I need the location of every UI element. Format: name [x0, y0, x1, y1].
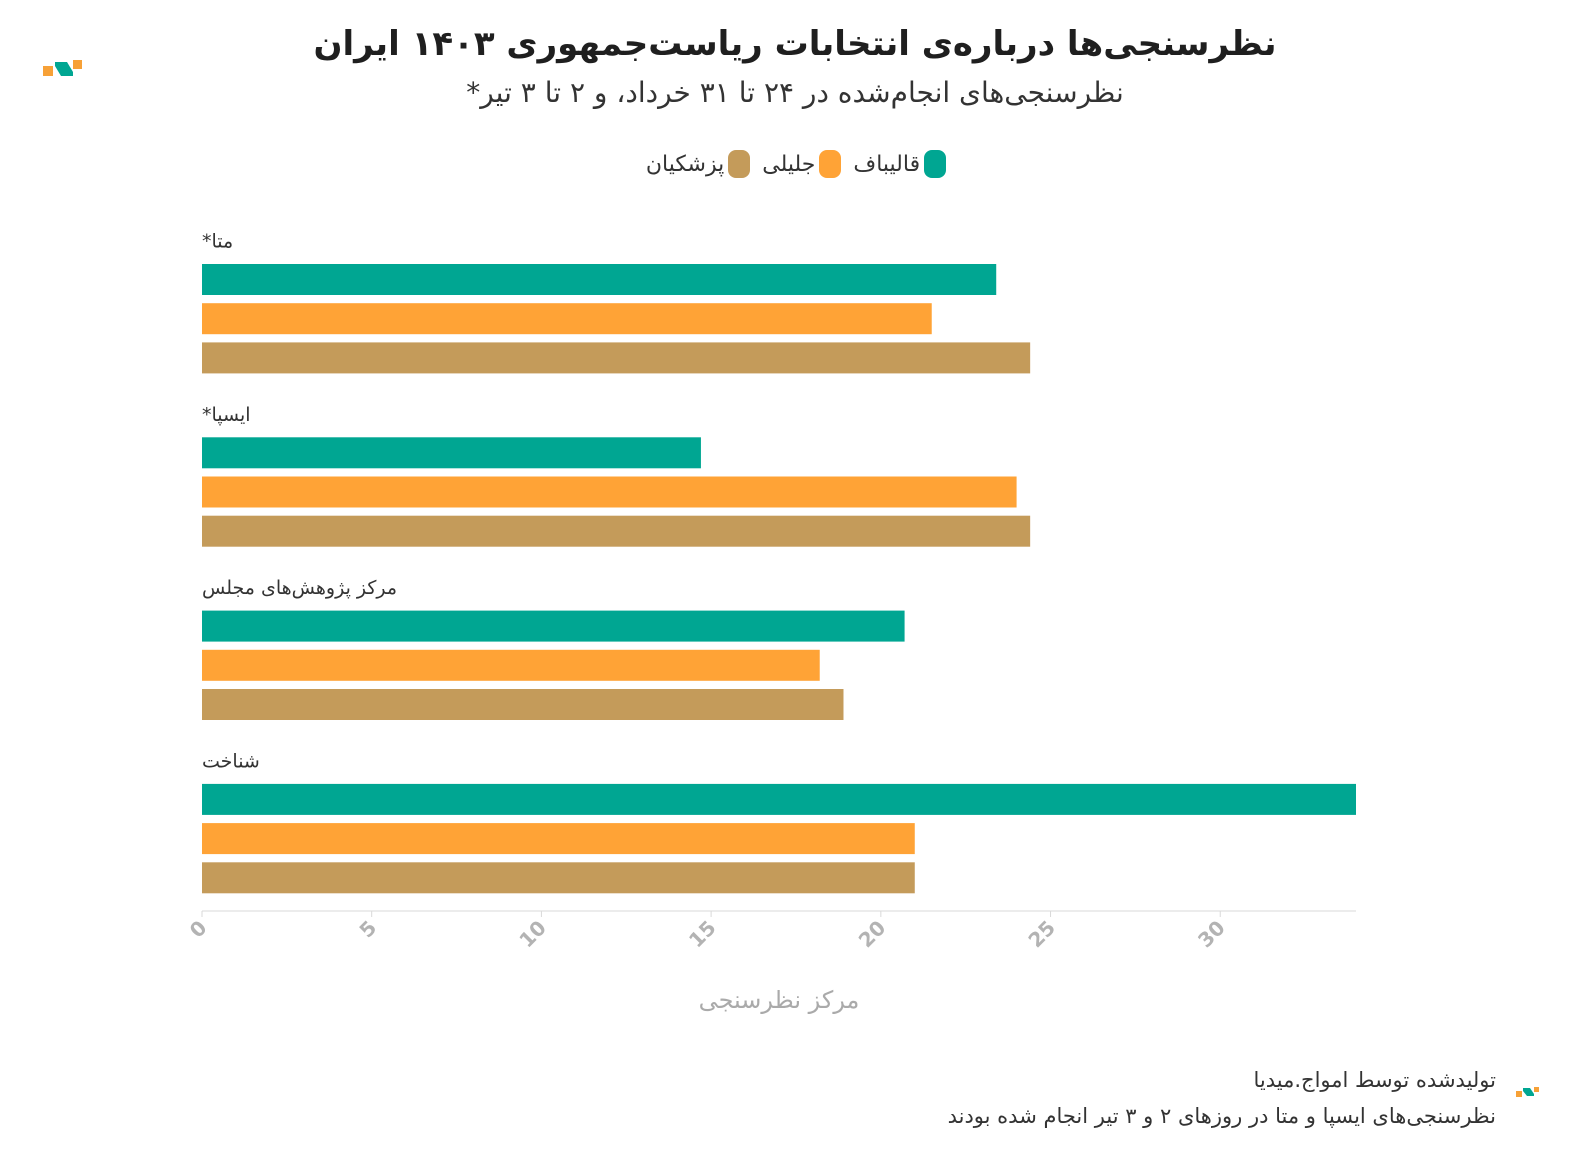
category-label: مرکز پژوهش‌های مجلس [202, 577, 397, 599]
legend-item[interactable]: جلیلی [762, 150, 842, 178]
bar [202, 437, 701, 469]
footer-logo-icon [1516, 1087, 1539, 1097]
category-label: *متا [202, 231, 233, 253]
bar [202, 823, 915, 855]
x-tick-label: 10 [514, 916, 551, 953]
amwaj-logo-icon [43, 60, 82, 76]
chart-title: نظرسنجی‌ها درباره‌ی انتخابات ریاست‌جمهور… [313, 24, 1277, 64]
footer-credit: تولیدشده توسط امواج.میدیا [1253, 1068, 1497, 1092]
x-tick-label: 0 [185, 916, 212, 943]
bar [202, 303, 932, 335]
bar [202, 783, 1356, 815]
legend-swatch [728, 150, 751, 178]
category-label: *ایسپا [202, 404, 251, 426]
x-tick-label: 5 [354, 916, 381, 943]
legend-label: جلیلی [762, 151, 816, 177]
chart-subtitle: نظرسنجی‌های انجام‌شده در ۲۴ تا ۳۱ خرداد،… [466, 76, 1124, 109]
x-tick-label: 30 [1193, 916, 1230, 953]
chart-legend: قالیباف جلیلی پزشکیان [0, 150, 1592, 178]
footer-note: نظرسنجی‌های ایسپا و متا در روزهای ۲ و ۳ … [947, 1104, 1496, 1128]
bar [202, 515, 1031, 547]
bar [202, 264, 997, 295]
bar [202, 649, 820, 681]
x-tick-label: 15 [684, 916, 721, 953]
x-tick-label: 20 [854, 916, 891, 953]
bar [202, 342, 1031, 374]
legend-label: قالیباف [853, 151, 921, 177]
x-tick-label: 25 [1023, 916, 1060, 953]
category-label: شناخت [202, 750, 260, 772]
bar [202, 610, 905, 642]
legend-swatch [819, 150, 842, 178]
bar [202, 689, 844, 720]
legend-label: پزشکیان [645, 151, 725, 177]
legend-item[interactable]: قالیباف [853, 150, 947, 178]
bar [202, 862, 915, 894]
bar [202, 476, 1017, 508]
x-axis-title: مرکز نظرسنجی [699, 986, 860, 1014]
bar-chart: *متا *ایسپا مرکز پژوهش‌های مجلس شناخت 0 5 10 15… [185, 231, 1356, 1014]
legend-item[interactable]: پزشکیان [645, 150, 751, 178]
legend-swatch [924, 150, 947, 178]
